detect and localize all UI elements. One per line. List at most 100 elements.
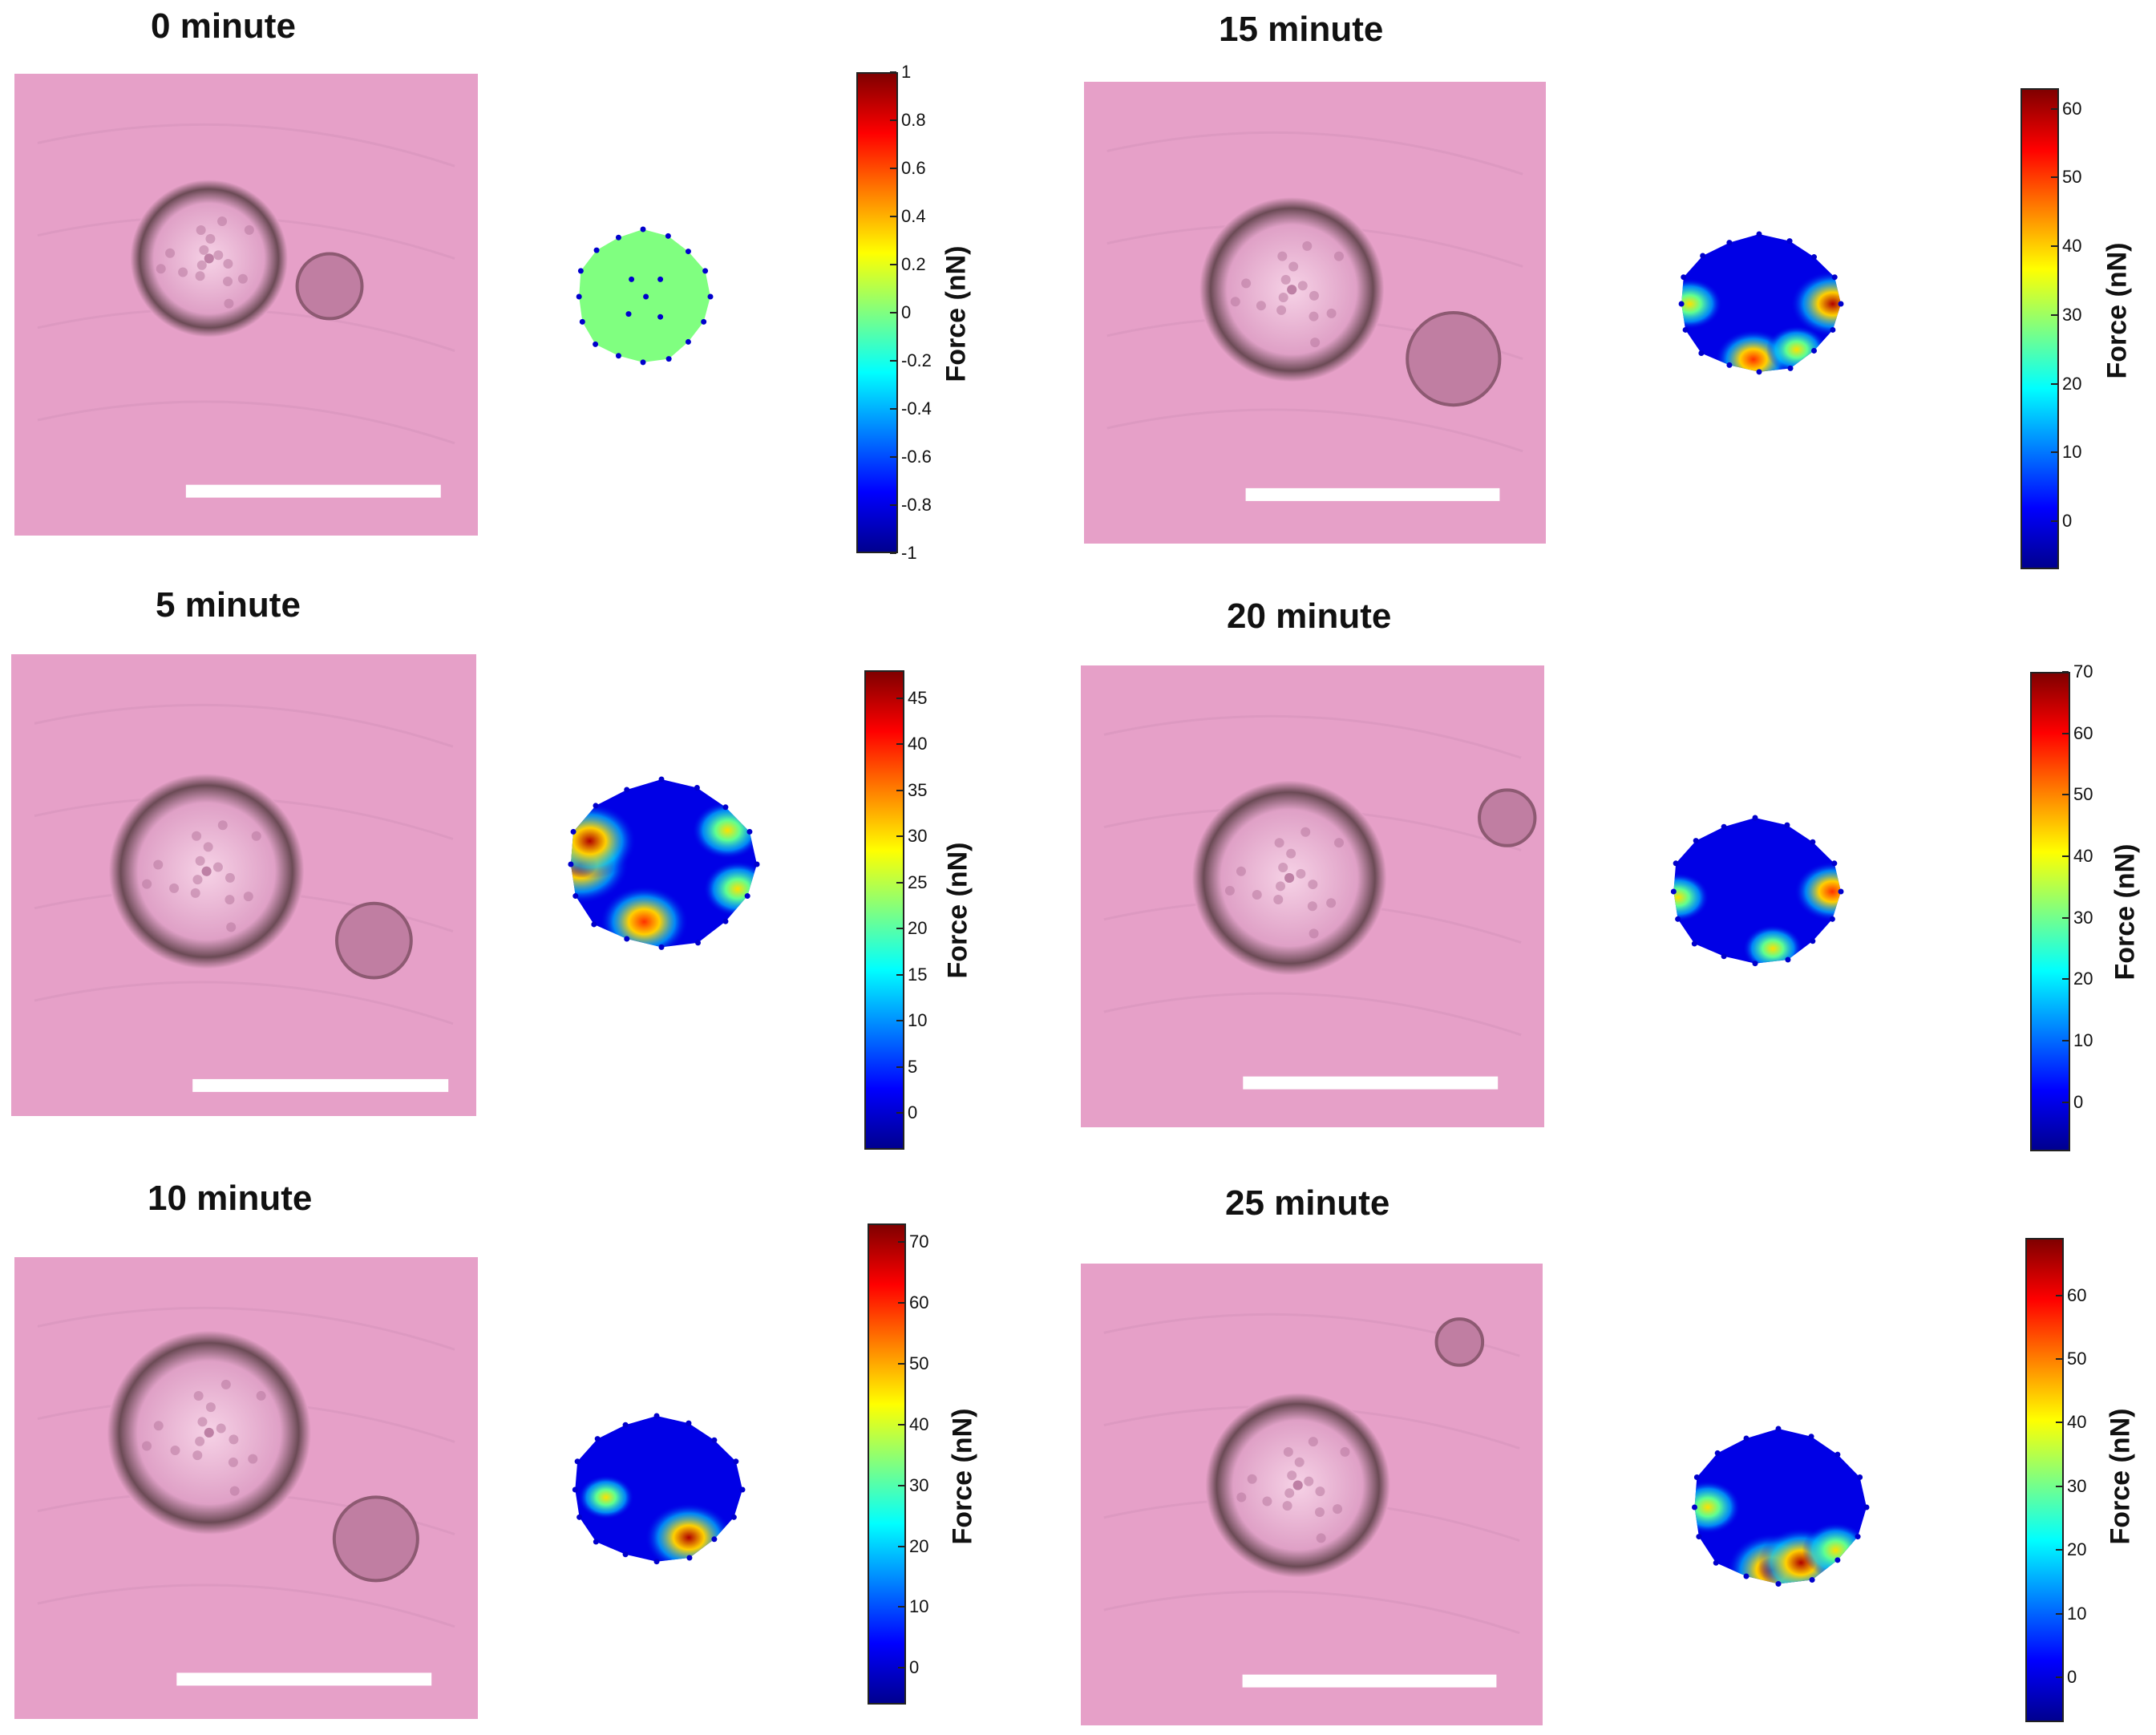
colorbar-tick-label: 10: [2073, 1030, 2093, 1050]
boundary-point: [1691, 940, 1697, 947]
colorbar-tick-label: 30: [2062, 304, 2082, 325]
force-map: [566, 1411, 747, 1568]
colorbar-tick-mark: [2062, 794, 2069, 796]
boundary-point: [711, 1437, 718, 1443]
colorbar-tick-mark: [896, 1066, 903, 1068]
debris-cluster: [332, 1495, 419, 1583]
boundary-point: [1698, 350, 1705, 357]
boundary-point: [1743, 1435, 1749, 1442]
boundary-point: [624, 936, 630, 942]
boundary-point: [701, 318, 707, 325]
boundary-point: [622, 1422, 629, 1428]
boundary-point: [694, 785, 700, 791]
boundary-point: [640, 226, 646, 233]
colorbar-tick-mark: [898, 1606, 904, 1608]
colorbar-tick-mark: [898, 1301, 904, 1304]
colorbar-tick-mark: [2051, 176, 2057, 179]
colorbar-tick-label: -0.2: [901, 350, 932, 370]
colorbar-tick-label: -0.6: [901, 447, 932, 467]
boundary-point: [658, 776, 665, 783]
colorbar-tick-label: 50: [909, 1353, 929, 1373]
boundary-point: [622, 1551, 629, 1558]
colorbar-tick-mark: [898, 1484, 904, 1486]
debris-cluster: [1406, 311, 1502, 407]
boundary-point: [1675, 916, 1681, 922]
boundary-point: [640, 359, 646, 366]
colorbar-tick-mark: [2062, 916, 2069, 919]
boundary-point: [1830, 326, 1836, 333]
colorbar-tick-label: -0.8: [901, 495, 932, 515]
colorbar-tick-mark: [2062, 1101, 2069, 1103]
colorbar: [2030, 672, 2070, 1151]
colorbar-tick-label: 5: [908, 1056, 918, 1077]
boundary-point: [746, 828, 753, 835]
boundary-point: [1831, 860, 1838, 867]
boundary-point: [1810, 938, 1816, 944]
boundary-point: [1775, 1581, 1782, 1587]
boundary-point: [579, 318, 585, 325]
boundary-point: [1682, 326, 1689, 333]
boundary-point: [593, 1539, 599, 1545]
colorbar-tick-label: 40: [909, 1413, 929, 1434]
force-map: [571, 224, 715, 369]
boundary-point: [624, 787, 630, 793]
force-hotspot: [1794, 861, 1841, 922]
colorbar-tick-label: 45: [908, 687, 928, 708]
colorbar-tick-label: 10: [2062, 442, 2082, 463]
colorbar-tick-mark: [2051, 520, 2057, 522]
force-hotspot: [577, 1475, 634, 1520]
boundary-point: [594, 1436, 601, 1442]
colorbar-label: Force (nN): [947, 1408, 978, 1545]
force-hotspot: [1742, 924, 1803, 964]
interior-point: [657, 313, 664, 320]
colorbar-tick-mark: [2056, 1485, 2062, 1487]
colorbar-tick-label: 50: [2073, 784, 2093, 805]
colorbar: [868, 1223, 906, 1705]
colorbar-tick-label: 50: [2062, 167, 2082, 188]
boundary-point: [1838, 888, 1844, 895]
boundary-point: [686, 1420, 692, 1426]
boundary-point: [615, 234, 621, 241]
colorbar-tick-label: 50: [2067, 1349, 2087, 1369]
colorbar-tick-label: 20: [2062, 373, 2082, 394]
boundary-point: [576, 1514, 583, 1520]
boundary-point: [1855, 1534, 1861, 1540]
colorbar-tick-mark: [898, 1362, 904, 1365]
boundary-point: [1834, 1557, 1841, 1563]
colorbar-tick-label: 0: [2067, 1667, 2077, 1688]
colorbar-tick-mark: [890, 456, 896, 458]
boundary-point: [1673, 860, 1679, 867]
boundary-point: [1721, 953, 1727, 960]
colorbar-tick-mark: [898, 1423, 904, 1426]
microscopy-image: [1084, 82, 1546, 544]
colorbar: [2020, 88, 2059, 569]
debris-cluster: [1434, 1317, 1485, 1367]
colorbar-tick-mark: [890, 504, 896, 506]
debris-cluster: [335, 901, 413, 980]
boundary-point: [1714, 1450, 1721, 1456]
boundary-point: [1700, 253, 1706, 259]
colorbar-tick-mark: [2051, 107, 2057, 110]
boundary-point: [733, 1458, 739, 1465]
boundary-point: [665, 233, 671, 239]
boundary-point: [665, 356, 672, 362]
panel-title: 25 minute: [1225, 1183, 1390, 1223]
colorbar-label: Force (nN): [2109, 843, 2141, 981]
boundary-point: [570, 828, 576, 835]
colorbar-tick-mark: [896, 835, 903, 837]
colorbar-tick-label: 10: [909, 1596, 929, 1617]
boundary-point: [591, 921, 597, 928]
debris-cluster: [295, 252, 364, 321]
interior-point: [629, 276, 635, 282]
force-map: [1685, 1424, 1871, 1591]
scale-bar: [185, 484, 441, 498]
colorbar-tick-mark: [2056, 1422, 2062, 1424]
colorbar-tick-label: -1: [901, 543, 917, 563]
boundary-point: [1743, 1573, 1749, 1579]
colorbar-tick-mark: [896, 697, 903, 699]
scale-bar: [1242, 1674, 1497, 1688]
boundary-point: [574, 1458, 580, 1465]
panel-title: 15 minute: [1219, 10, 1384, 49]
interior-point: [625, 311, 632, 317]
boundary-point: [1726, 362, 1733, 368]
